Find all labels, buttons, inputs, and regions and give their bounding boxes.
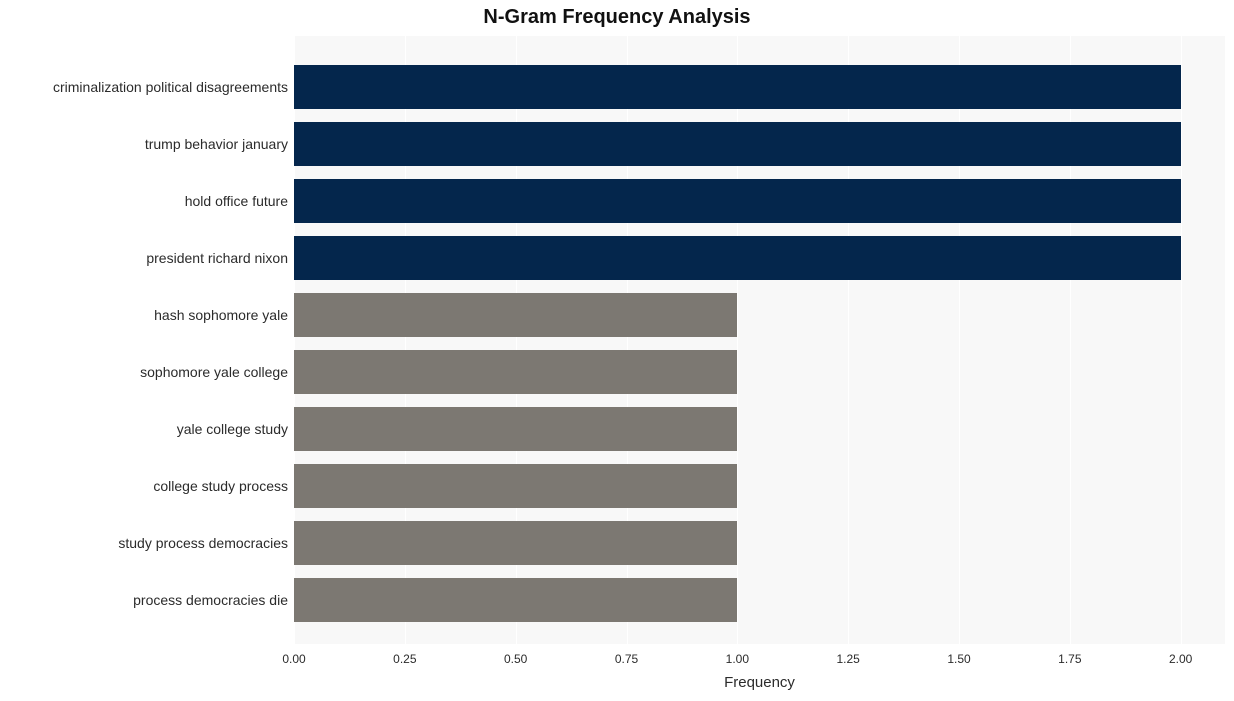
x-tick-label: 1.50 xyxy=(947,652,970,666)
y-tick-label: criminalization political disagreements xyxy=(53,79,288,95)
bar xyxy=(294,464,737,508)
bar xyxy=(294,578,737,622)
y-tick-label: yale college study xyxy=(177,421,288,437)
bar xyxy=(294,407,737,451)
bar xyxy=(294,521,737,565)
y-tick-label: hold office future xyxy=(185,193,288,209)
x-tick-label: 1.75 xyxy=(1058,652,1081,666)
y-tick-label: sophomore yale college xyxy=(140,364,288,380)
x-tick-label: 1.25 xyxy=(836,652,859,666)
bar xyxy=(294,236,1181,280)
x-tick-label: 0.25 xyxy=(393,652,416,666)
x-tick-label: 0.50 xyxy=(504,652,527,666)
gridline xyxy=(1181,36,1182,644)
ngram-chart: N-Gram Frequency Analysis Frequency 0.00… xyxy=(0,0,1234,701)
chart-title: N-Gram Frequency Analysis xyxy=(0,6,1234,29)
y-tick-label: process democracies die xyxy=(133,592,288,608)
y-tick-label: study process democracies xyxy=(118,535,288,551)
x-tick-label: 0.00 xyxy=(282,652,305,666)
y-tick-label: college study process xyxy=(153,478,288,494)
bar xyxy=(294,65,1181,109)
bar xyxy=(294,350,737,394)
bar xyxy=(294,179,1181,223)
bar xyxy=(294,293,737,337)
plot-area: Frequency 0.000.250.500.751.001.251.501.… xyxy=(294,36,1225,644)
x-axis-label: Frequency xyxy=(724,674,795,691)
x-tick-label: 2.00 xyxy=(1169,652,1192,666)
x-tick-label: 0.75 xyxy=(615,652,638,666)
bar xyxy=(294,122,1181,166)
x-tick-label: 1.00 xyxy=(726,652,749,666)
y-tick-label: trump behavior january xyxy=(145,136,288,152)
y-tick-label: president richard nixon xyxy=(146,250,288,266)
y-tick-label: hash sophomore yale xyxy=(154,307,288,323)
